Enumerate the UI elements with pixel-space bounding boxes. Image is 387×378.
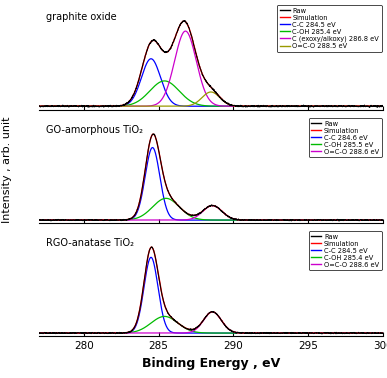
Text: RGO-anatase TiO₂: RGO-anatase TiO₂ bbox=[46, 239, 134, 248]
Text: graphite oxide: graphite oxide bbox=[46, 12, 116, 22]
Text: GO-amorphous TiO₂: GO-amorphous TiO₂ bbox=[46, 125, 142, 135]
X-axis label: Binding Energy , eV: Binding Energy , eV bbox=[142, 357, 280, 370]
Text: Intensity , arb. unit: Intensity , arb. unit bbox=[2, 117, 12, 223]
Legend: Raw, Simulation, C-C 284.6 eV, C-OH 285.5 eV, O=C-O 288.6 eV: Raw, Simulation, C-C 284.6 eV, C-OH 285.… bbox=[309, 118, 382, 158]
Legend: Raw, Simulation, C-C 284.5 eV, C-OH 285.4 eV, C (exoxy/alkoxy) 286.8 eV, O=C-O 2: Raw, Simulation, C-C 284.5 eV, C-OH 285.… bbox=[277, 5, 382, 52]
Legend: Raw, Simulation, C-C 284.5 eV, C-OH 285.4 eV, O=C-O 288.6 eV: Raw, Simulation, C-C 284.5 eV, C-OH 285.… bbox=[309, 231, 382, 271]
